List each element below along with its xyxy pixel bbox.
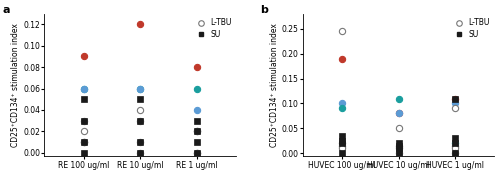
Legend: L-TBU, SU: L-TBU, SU (192, 17, 232, 39)
Text: a: a (2, 5, 10, 15)
Y-axis label: CD25⁺CD134⁺ stimulation index: CD25⁺CD134⁺ stimulation index (270, 23, 278, 147)
Y-axis label: CD25⁺CD134⁺ stimulation index: CD25⁺CD134⁺ stimulation index (12, 23, 20, 147)
Legend: L-TBU, SU: L-TBU, SU (451, 17, 490, 39)
Text: b: b (260, 5, 268, 15)
